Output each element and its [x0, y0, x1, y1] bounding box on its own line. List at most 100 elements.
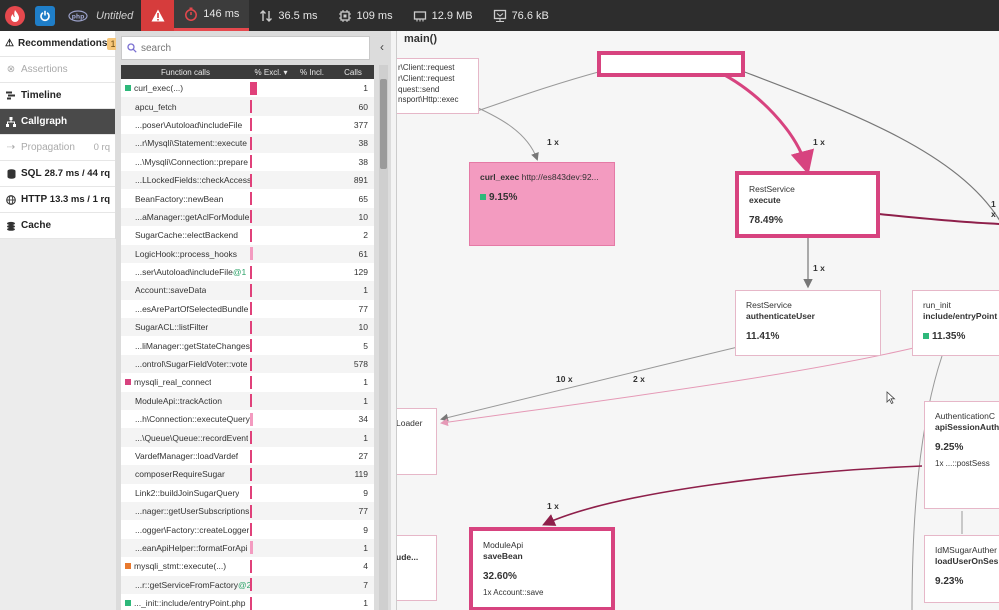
table-row[interactable]: ...poser\Autoload\includeFile 377	[121, 115, 374, 135]
node-method: loadUserOnSes	[935, 556, 999, 567]
excl-bar	[250, 559, 252, 573]
search-input[interactable]	[141, 42, 361, 54]
nav-item-label: Timeline	[21, 90, 62, 101]
table-row[interactable]: ...eanApiHelper::formatForApi 1	[121, 538, 374, 558]
table-row[interactable]: Link2::buildJoinSugarQuery 9	[121, 483, 374, 502]
table-row[interactable]: ..._init::include/entryPoint.php 1	[121, 593, 374, 610]
function-name: ...eanApiHelper::formatForApi	[135, 542, 248, 553]
edge-auth-to-loader-10x	[440, 345, 743, 422]
table-row[interactable]: ModuleApi::trackAction 1	[121, 391, 374, 411]
node-class: RestService	[746, 300, 792, 310]
io-value: 36.5 ms	[278, 9, 318, 22]
table-row[interactable]: VardefManager::loadVardef 27	[121, 446, 374, 466]
function-name: mysqli_real_connect	[134, 377, 212, 388]
excl-cell	[250, 336, 292, 354]
sql-count: 28.7 ms / 44 rq	[44, 168, 110, 179]
table-row[interactable]: ...liManager::getStateChanges 5	[121, 336, 374, 355]
table-row[interactable]: SugarACL::listFilter 10	[121, 318, 374, 337]
calls-cell: 9	[363, 487, 368, 498]
table-row[interactable]: ...nager::getUserSubscriptions 77	[121, 501, 374, 521]
node-curl-exec[interactable]: curl_exec http://es843dev:92... 9.15%	[469, 162, 615, 246]
memory-value: 12.9 MB	[431, 9, 473, 22]
node-rest-authenticate[interactable]: RestService authenticateUser 11.41%	[735, 290, 881, 356]
node-run-init[interactable]: run_init include/entryPoint 11.35%	[912, 290, 999, 356]
io-metric[interactable]: 36.5 ms	[249, 0, 327, 31]
table-row[interactable]: ...h\Connection::executeQuery 34	[121, 410, 374, 429]
excl-cell	[250, 373, 292, 391]
network-metric[interactable]: 76.6 kB	[483, 0, 559, 31]
warning-icon[interactable]	[141, 0, 175, 31]
table-scrollbar[interactable]	[379, 65, 388, 610]
table-row[interactable]: ...LLockedFields::checkAccess 891	[121, 170, 374, 190]
node-include[interactable]: ude...	[397, 535, 437, 601]
table-row[interactable]: ...r\Mysqli\Statement::execute 38	[121, 134, 374, 153]
calls-cell: 377	[353, 119, 368, 130]
table-row[interactable]: Account::saveData 1	[121, 281, 374, 300]
table-row[interactable]: mysqli_stmt::execute(...) 4	[121, 557, 374, 576]
wall-time-metric[interactable]: 146 ms	[174, 0, 250, 31]
table-row[interactable]: ...r::getServiceFromFactory@2 7	[121, 575, 374, 594]
excl-bar	[250, 339, 252, 353]
power-icon[interactable]	[30, 0, 60, 31]
profile-title[interactable]: Untitled	[96, 9, 134, 22]
nav-item-timeline[interactable]: Timeline	[0, 83, 115, 109]
node-class: ModuleApi	[483, 540, 524, 550]
memory-metric[interactable]: 12.9 MB	[403, 0, 483, 31]
table-row[interactable]: ...esArePartOfSelectedBundle 77	[121, 299, 374, 319]
excl-bar	[250, 375, 252, 389]
collapse-panel-chevron-icon[interactable]: ‹	[380, 40, 384, 54]
calls-cell: 1	[363, 598, 368, 609]
blackfire-logo-icon[interactable]	[0, 0, 30, 31]
callgraph-canvas[interactable]: main() r\Client::request r\Client::reque…	[396, 31, 999, 610]
node-method: authenticateUser	[746, 311, 815, 322]
node-auth-session[interactable]: AuthenticationC apiSessionAuth 9.25% 1x …	[924, 401, 999, 509]
nav-item-propagation[interactable]: ⇢ Propagation 0 rq	[0, 135, 115, 161]
table-row[interactable]: LogicHook::process_hooks 61	[121, 244, 374, 263]
excl-cell	[250, 97, 292, 115]
table-row[interactable]: ...ontrol\SugarFieldVoter::vote 578	[121, 354, 374, 374]
propagation-count: 0 rq	[93, 142, 110, 153]
col-excl[interactable]: % Excl. ▾	[250, 68, 292, 77]
table-row[interactable]: ...\Mysqli\Connection::prepare 38	[121, 152, 374, 171]
excl-cell	[250, 428, 292, 446]
excl-bar	[250, 136, 252, 150]
table-row[interactable]: ...ser\Autoload\includeFile@1 129	[121, 262, 374, 282]
nav-item-cache[interactable]: Cache	[0, 213, 115, 239]
function-name: ..._init::include/entryPoint.php	[134, 598, 246, 609]
node-rest-execute[interactable]: RestService execute 78.49%	[735, 171, 880, 238]
cpu-metric[interactable]: 109 ms	[328, 0, 403, 31]
node-http-client[interactable]: r\Client::request r\Client::request ques…	[397, 58, 479, 114]
table-row[interactable]: ...\Queue\Queue::recordEvent 1	[121, 428, 374, 447]
excl-cell	[250, 484, 292, 502]
table-row[interactable]: BeanFactory::newBean 65	[121, 189, 374, 208]
node-loader[interactable]: Loader	[397, 408, 437, 475]
excl-bar	[250, 431, 252, 445]
node-module-savebean[interactable]: ModuleApi saveBean 32.60% 1x Account::sa…	[469, 527, 615, 610]
calls-cell: 578	[353, 359, 368, 370]
nav-item-http[interactable]: HTTP 13.3 ms / 1 rq	[0, 187, 115, 213]
excl-bar	[250, 523, 252, 537]
calls-cell: 77	[358, 506, 368, 517]
table-row[interactable]: composerRequireSugar 119	[121, 465, 374, 484]
excl-cell	[250, 263, 292, 281]
function-name: ...ser\Autoload\includeFile@1	[135, 267, 247, 278]
table-row[interactable]: SugarCache::electBackend 2	[121, 226, 374, 245]
scrollbar-thumb[interactable]	[380, 79, 387, 169]
table-row[interactable]: mysqli_real_connect 1	[121, 373, 374, 392]
table-row[interactable]: curl_exec(...) 1	[121, 79, 374, 98]
function-name: ...LLockedFields::checkAccess	[135, 175, 250, 186]
search-box[interactable]	[121, 36, 370, 60]
function-name: ...poser\Autoload\includeFile	[135, 119, 243, 130]
table-row[interactable]: apcu_fetch 60	[121, 97, 374, 116]
nav-item-sql[interactable]: SQL 28.7 ms / 44 rq	[0, 161, 115, 187]
nav-item-assertions[interactable]: ⊗ Assertions	[0, 57, 115, 83]
col-calls[interactable]: Calls	[344, 67, 362, 77]
nav-item-callgraph[interactable]: Callgraph	[0, 109, 115, 135]
node-idm-auth[interactable]: IdMSugarAuther loadUserOnSes 9.23%	[924, 535, 999, 603]
table-row[interactable]: ...aManager::getAclForModule 10	[121, 207, 374, 227]
nav-item-recommendations[interactable]: ⚠ Recommendations 13	[0, 31, 124, 57]
col-function-calls[interactable]: Function calls	[161, 67, 210, 77]
col-incl[interactable]: % Incl.	[299, 67, 324, 77]
table-row[interactable]: ...ogger\Factory::createLogger 9	[121, 520, 374, 539]
excl-cell	[250, 226, 292, 244]
